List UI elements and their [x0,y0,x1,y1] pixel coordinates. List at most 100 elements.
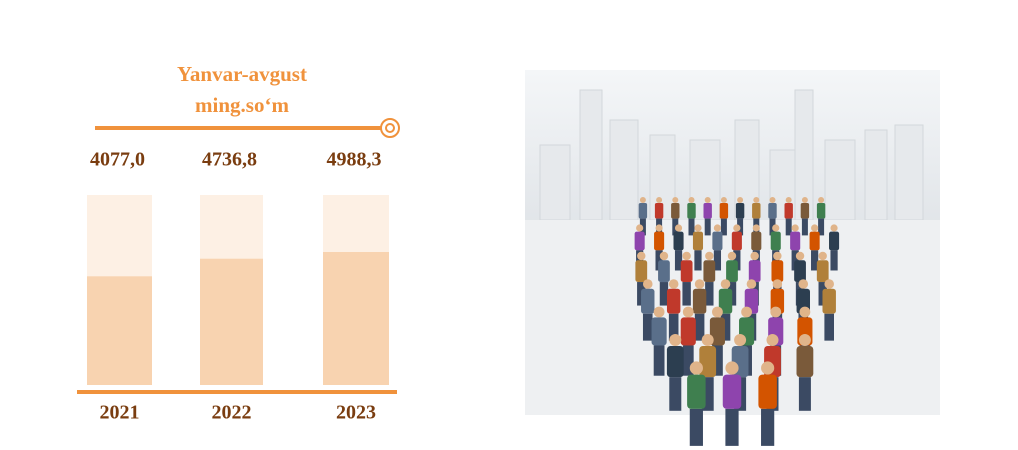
person-head [753,197,760,203]
person-body [809,231,820,251]
person-head [811,224,819,232]
person-legs [824,313,834,341]
person-body [703,203,712,219]
person-head [798,334,811,346]
person-body [680,260,693,283]
person-head [769,197,776,203]
value-label: 4077,0 [90,149,145,171]
person-head [737,197,744,203]
person-body [703,260,716,283]
person-legs [733,250,741,271]
bar [323,252,389,385]
person-body [768,203,777,219]
crowd-illustration [525,70,940,446]
person-body [719,203,729,219]
person-head [704,197,711,203]
person-head [772,279,783,289]
person-legs [785,218,792,236]
person-head [734,334,747,346]
person-legs [655,250,663,271]
person-head [818,197,825,203]
person-body [816,203,826,219]
person-legs [791,250,799,271]
person-head [682,306,694,318]
value-label: 4736,8 [202,149,257,171]
person-legs [818,218,825,236]
person-head [637,251,646,261]
person-head [653,306,665,318]
person-head [799,306,811,318]
person-body [751,231,762,251]
person-head [746,279,757,289]
person-legs [669,377,682,411]
person-legs [682,282,691,306]
person-head [694,224,702,232]
person-body [658,260,670,283]
person-body [722,374,742,409]
person-body [758,374,777,409]
person-head [712,306,723,318]
x-tick-label: 2021 [100,402,140,424]
value-label: 4988,3 [327,149,382,171]
person-legs [682,345,694,376]
person-head [705,251,714,261]
person-head [785,197,792,203]
person-body [796,346,814,378]
chart-subtitle: ming.so‘m [195,93,289,117]
person-head [824,279,834,289]
person-head [761,361,775,375]
person-head [795,251,805,261]
x-tick-label: 2022 [212,402,252,424]
person-legs [694,250,702,271]
person-body [638,203,648,219]
person-body [712,231,723,251]
bar [200,258,263,385]
person-head [773,251,782,261]
chart-title: Yanvar-avgust [177,62,307,86]
person-legs [830,250,838,271]
person-legs [704,218,711,236]
person-body [635,260,648,283]
person-legs [720,313,731,341]
person-legs [668,313,679,341]
person-legs [642,313,653,341]
person-body [699,346,717,378]
person-head [694,279,705,289]
person-head [725,361,739,375]
person-body [771,260,784,283]
person-head [636,224,644,232]
person-body [718,288,733,314]
x-tick-label: 2023 [336,402,376,424]
person-legs [712,345,723,376]
person-legs [725,408,739,446]
person-head [639,197,646,203]
person-head [701,334,714,346]
person-head [669,334,682,346]
person-head [713,224,722,232]
person-body [687,374,706,409]
person-body [692,231,704,251]
person-legs [659,282,669,306]
person-body [654,231,665,251]
person-head [659,251,669,261]
rule-end [380,118,400,138]
person-body [726,260,738,283]
person-head [672,197,679,203]
person-legs [653,345,665,376]
person-head [741,306,752,318]
person-head [752,224,760,232]
person-body [748,260,761,283]
person-head [733,224,741,232]
person-body [654,203,664,219]
person-head [682,251,691,261]
person-body [731,231,742,251]
person-body [680,317,696,346]
person-head [772,224,780,232]
person-legs [694,313,705,341]
person-body [671,203,680,219]
person-body [822,288,836,314]
person-head [655,224,663,232]
person-body [651,317,667,346]
person-head [668,279,679,289]
